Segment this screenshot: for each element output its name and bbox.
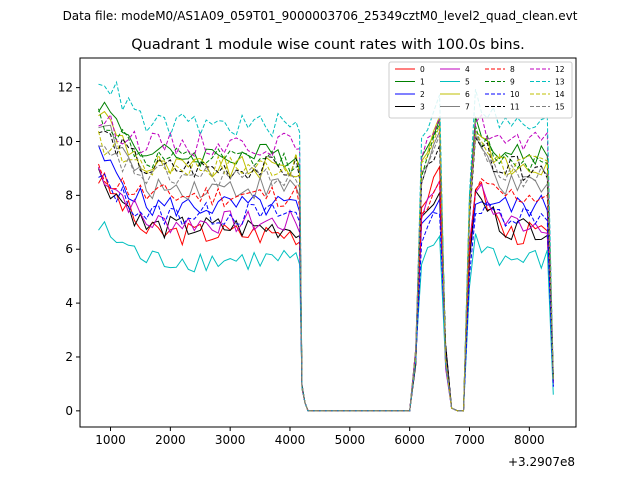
- legend-label: 3: [420, 103, 425, 112]
- x-tick-label: 7000: [454, 433, 485, 447]
- legend-label: 10: [510, 90, 520, 99]
- y-tick-label: 2: [65, 350, 73, 364]
- x-offset-label: +3.2907e8: [508, 455, 575, 469]
- y-tick-label: 12: [58, 81, 73, 95]
- series-line-5: [98, 220, 554, 412]
- plot-area-frame: [79, 57, 577, 428]
- series-line-2: [98, 145, 554, 412]
- series-line-8: [98, 163, 554, 412]
- series-line-10: [98, 173, 554, 412]
- x-tick-label: 4000: [275, 433, 306, 447]
- x-tick-label: 5000: [335, 433, 366, 447]
- legend-label: 14: [555, 90, 565, 99]
- x-tick-label: 8000: [514, 433, 545, 447]
- legend-label: 9: [510, 78, 515, 87]
- y-tick-label: 4: [65, 296, 73, 310]
- y-tick-label: 0: [65, 404, 73, 418]
- legend-label: 7: [465, 103, 470, 112]
- series-line-14: [98, 125, 554, 412]
- y-tick-label: 8: [65, 188, 73, 202]
- series-line-9: [98, 108, 554, 412]
- series-line-4: [98, 166, 554, 412]
- series-line-15: [98, 132, 554, 412]
- series-layer: [98, 80, 554, 412]
- legend-label: 4: [465, 65, 470, 74]
- legend-label: 0: [420, 65, 425, 74]
- x-tick-label: 1000: [95, 433, 126, 447]
- x-axis: 1000 2000 3000 4000 5000 6000 7000 8000: [95, 427, 545, 447]
- legend-label: 8: [510, 65, 515, 74]
- legend-frame: [388, 61, 573, 119]
- y-tick-label: 10: [58, 134, 73, 148]
- legend-label: 1: [420, 78, 425, 87]
- data-file-label: Data file: modeM0/AS1A09_059T01_90000037…: [63, 9, 578, 23]
- series-line-11: [98, 130, 554, 412]
- legend-label: 2: [420, 90, 425, 99]
- legend-label: 6: [465, 90, 470, 99]
- series-line-3: [98, 168, 554, 412]
- legend-label: 5: [465, 78, 470, 87]
- x-tick-label: 2000: [155, 433, 186, 447]
- legend-label: 11: [510, 103, 520, 112]
- x-tick-label: 3000: [215, 433, 246, 447]
- legend-label: 15: [555, 103, 565, 112]
- chart-title: Quadrant 1 module wise count rates with …: [131, 37, 525, 53]
- legend-label: 13: [555, 78, 565, 87]
- y-tick-label: 6: [65, 242, 73, 256]
- series-line-12: [98, 113, 554, 412]
- legend-label: 12: [555, 65, 565, 74]
- x-tick-label: 6000: [394, 433, 425, 447]
- y-axis: 0 2 4 6 8 10 12: [58, 81, 80, 418]
- series-line-7: [98, 124, 554, 412]
